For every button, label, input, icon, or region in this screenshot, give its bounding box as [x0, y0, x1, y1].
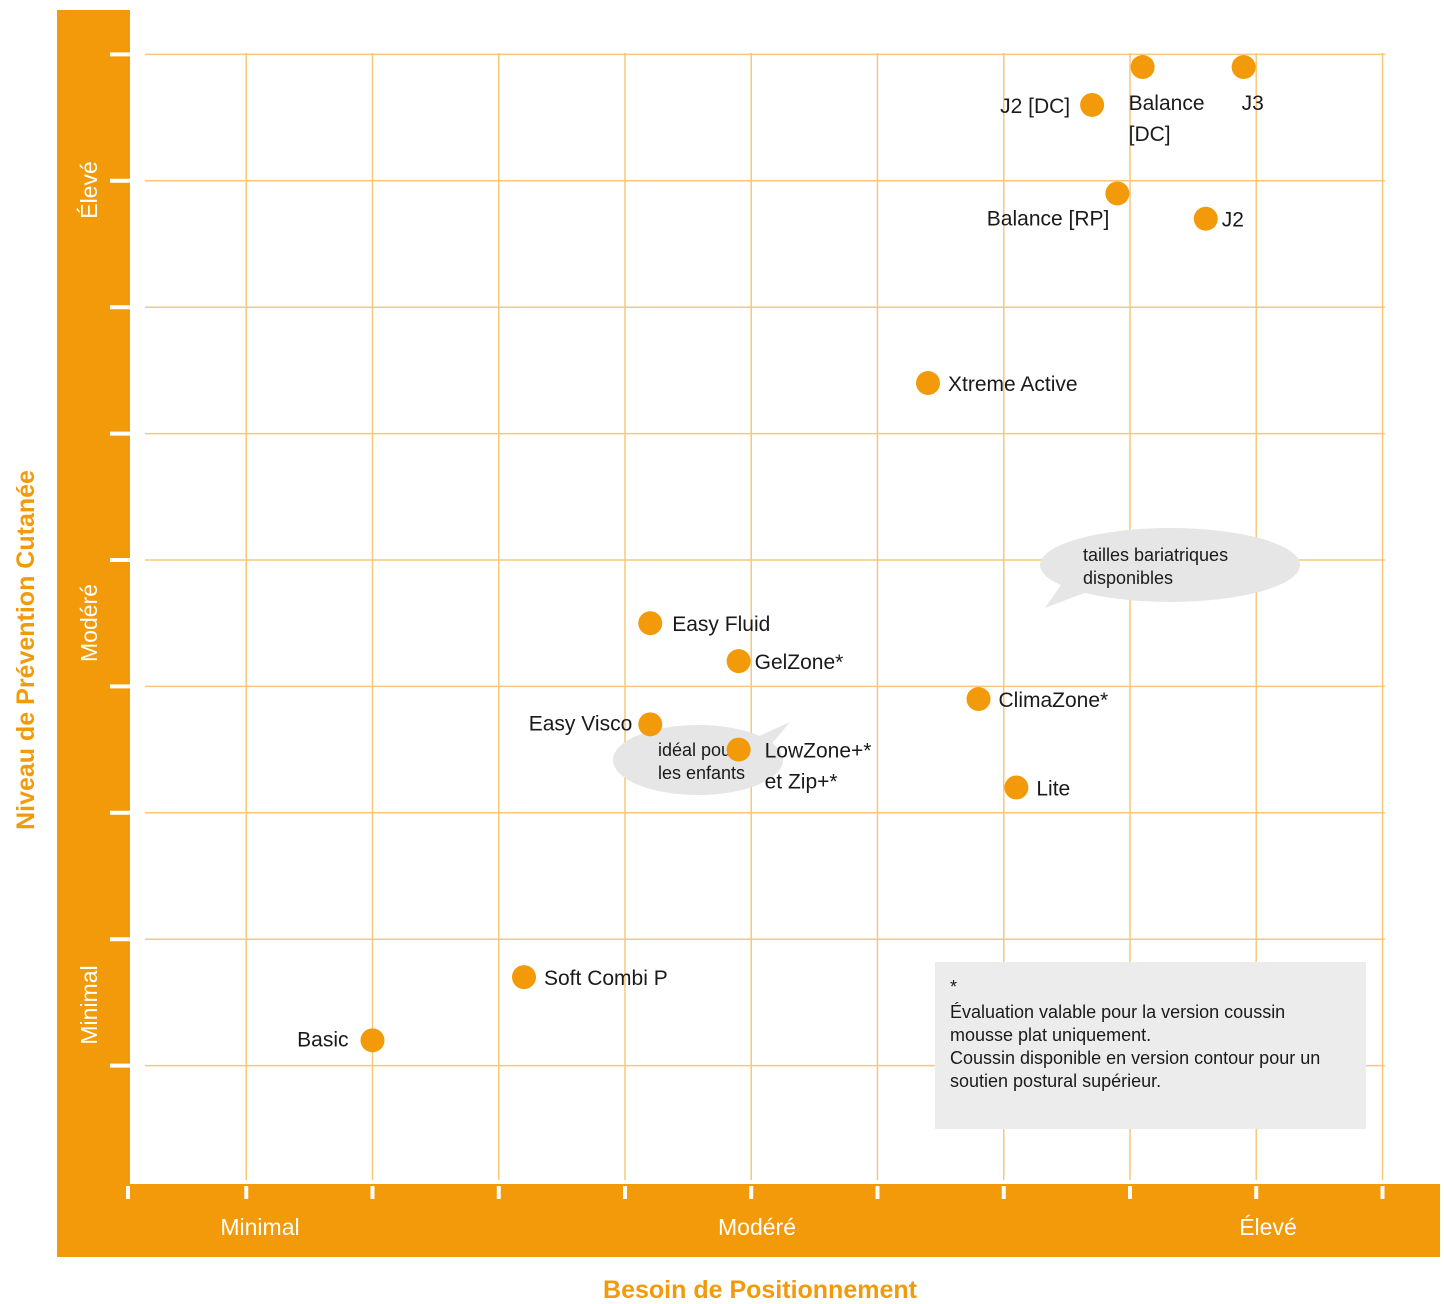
note-line-5: soutien postural supérieur. — [950, 1071, 1161, 1091]
data-point-label: Balance [RP] — [987, 207, 1110, 230]
data-point — [916, 371, 940, 396]
data-point-label: Lite — [1036, 778, 1070, 801]
note-box-bg — [935, 962, 1366, 1129]
bubble-kids-tail — [755, 722, 790, 752]
data-point — [638, 611, 663, 636]
data-point-label-line: et Zip+* — [765, 771, 838, 794]
data-point-label: J2 [DC] — [1000, 95, 1070, 118]
data-points: Balance [DC] J3 J2 [DC] Balance [RP] J2 Xtreme… — [297, 55, 1264, 1053]
bubble-bariatric: tailles bariatriques disponibles — [1040, 528, 1300, 608]
data-point-label: Xtreme Active — [948, 373, 1078, 396]
data-point-label: Soft Combi P — [544, 967, 668, 990]
x-band-label-modere: Modéré — [718, 1214, 796, 1240]
y-axis-title: Niveau de Prévention Cutanée — [12, 470, 40, 830]
data-point-label-line: [DC] — [1129, 123, 1171, 146]
data-point — [1130, 55, 1155, 80]
x-band-label-eleve: Élevé — [1239, 1214, 1297, 1240]
x-axis-title: Besoin de Positionnement — [603, 1276, 918, 1304]
note-line-2: Évaluation valable pour la version couss… — [950, 1002, 1285, 1022]
data-point — [1004, 775, 1029, 800]
data-point — [1105, 181, 1130, 206]
bubble-bariatric-shape — [1040, 528, 1300, 602]
y-axis-band — [57, 10, 130, 1255]
data-point-label: ClimaZone* — [999, 689, 1109, 712]
bubble-kids-line-2: les enfants — [658, 763, 745, 783]
data-point — [966, 687, 991, 712]
axis-ticks — [110, 52, 1385, 1199]
data-point — [1193, 206, 1218, 231]
data-point — [726, 737, 751, 762]
y-band-label-minimal: Minimal — [76, 965, 102, 1044]
x-axis-band — [57, 1184, 1440, 1257]
x-band-label-minimal: Minimal — [220, 1214, 299, 1240]
y-band-label-modere: Modéré — [76, 584, 102, 662]
data-point-label-line: LowZone+* — [765, 740, 872, 763]
data-point — [512, 965, 536, 990]
data-point — [360, 1028, 385, 1053]
note-line-4: Coussin disponible en version contour po… — [950, 1048, 1320, 1068]
data-point-label: Basic — [297, 1028, 348, 1051]
y-band-label-eleve: Élevé — [76, 161, 102, 219]
data-point-label: Easy Visco — [529, 712, 633, 735]
data-point-label: LowZone+* et Zip+* — [765, 740, 872, 794]
note-box: * Évaluation valable pour la version cou… — [935, 962, 1366, 1129]
data-point-label: J2 — [1222, 209, 1244, 232]
bubble-bariatric-line-2: disponibles — [1083, 568, 1173, 588]
note-line-1: * — [950, 977, 957, 997]
data-point — [1080, 92, 1105, 117]
bubble-bariatric-line-1: tailles bariatriques — [1083, 545, 1228, 565]
data-point — [638, 712, 663, 737]
data-point-label-line: Balance — [1129, 92, 1205, 115]
data-point-label: Balance [DC] — [1129, 92, 1205, 146]
bubble-bariatric-tail — [1045, 572, 1105, 608]
data-point-label: Easy Fluid — [672, 613, 770, 636]
data-point — [1231, 55, 1256, 80]
data-point-label: GelZone* — [755, 651, 844, 674]
bubble-kids: idéal pour les enfants — [613, 722, 790, 795]
data-point — [726, 649, 751, 674]
data-point-label: J3 — [1242, 92, 1264, 115]
bubble-kids-line-1: idéal pour — [658, 740, 737, 760]
note-line-3: mousse plat uniquement. — [950, 1025, 1151, 1045]
bubble-kids-shape — [613, 725, 783, 795]
